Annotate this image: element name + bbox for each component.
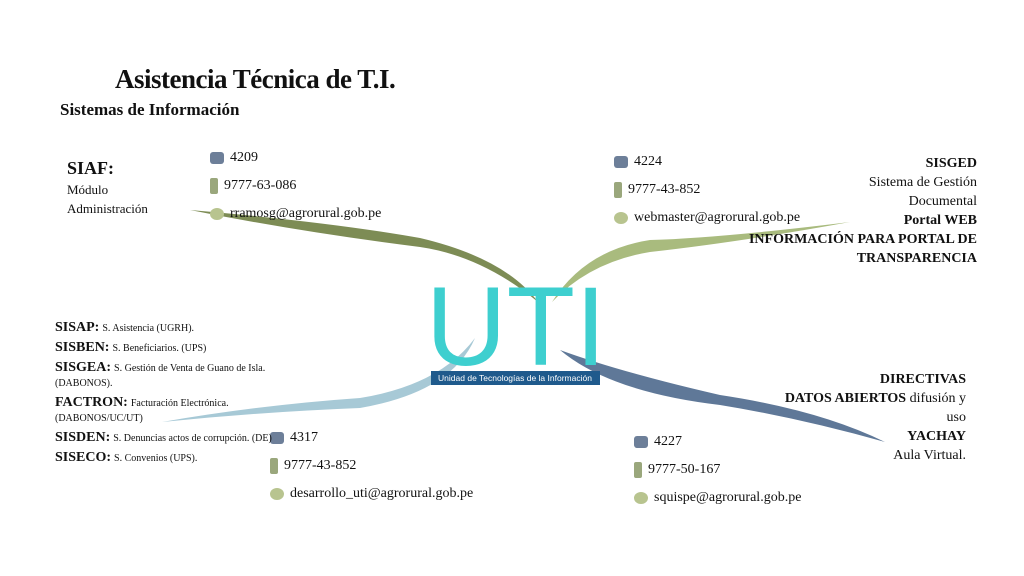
contact-mobile: 9777-63-086 bbox=[210, 172, 381, 200]
title: Asistencia Técnica de T.I. bbox=[115, 64, 396, 94]
contact-bottom-left: 4317 9777-43-852 desarrollo_uti@agrorural.… bbox=[270, 424, 473, 508]
icon-phone bbox=[614, 155, 628, 168]
branch-bottom-left bbox=[162, 338, 475, 422]
system: SISECO: S. Convenios (UPS). bbox=[55, 450, 275, 466]
line: Sistema de Gestión bbox=[868, 175, 977, 190]
bold-text: DATOS ABIERTOS bbox=[784, 391, 907, 406]
mobile: 9777-50-167 bbox=[648, 462, 721, 477]
mobile: 9777-43-852 bbox=[284, 458, 357, 473]
contact-mobile: 9777-43-852 bbox=[270, 452, 473, 480]
contact-email: webmaster@agrorural.gob.pe bbox=[614, 204, 800, 232]
system: SISDEN: S. Denuncias actos de corrupción.… bbox=[55, 430, 275, 446]
email: desarrollo_uti@agrorural.gob.pe bbox=[290, 486, 474, 501]
system-name: SISDEN: bbox=[55, 430, 111, 445]
line: INFORMACIÓN PARA PORTAL DE bbox=[748, 232, 977, 247]
system: SISGEA: S. Gestión de Venta de Guano de I… bbox=[55, 360, 275, 391]
email: squispe@agrorural.gob.pe bbox=[654, 490, 802, 505]
line: DATOS ABIERTOS difusión y uso bbox=[766, 389, 966, 427]
bold-text: DIRECTIVAS bbox=[879, 372, 966, 387]
logo: UTI bbox=[426, 264, 606, 389]
contact-mobile: 9777-43-852 bbox=[614, 176, 800, 204]
system-name: SISBEN: bbox=[55, 340, 110, 355]
icon-email bbox=[634, 491, 648, 504]
directivas-block: DIRECTIVAS DATOS ABIERTOS difusión y uso Y… bbox=[766, 370, 966, 465]
system-desc: S. Asistencia (UGRH). bbox=[102, 323, 195, 334]
system-desc: S. Beneficiarios. (UPS) bbox=[112, 343, 207, 354]
phone: 4224 bbox=[634, 154, 662, 169]
line: Módulo bbox=[67, 182, 109, 197]
icon-mobile bbox=[614, 181, 622, 198]
system-desc: S. Gestión de Venta de Guano de Isla. (D… bbox=[55, 363, 266, 389]
icon-phone bbox=[634, 435, 648, 448]
system-name: SISECO: bbox=[55, 450, 112, 465]
phone: 4317 bbox=[290, 430, 318, 445]
line: DIRECTIVAS bbox=[766, 370, 966, 389]
system: SISAP: S. Asistencia (UGRH). bbox=[55, 320, 275, 336]
systems-list: SISAP: S. Asistencia (UGRH). SISBEN: S. Ben… bbox=[55, 320, 275, 470]
system-desc: Facturación Electrónica. (DABONOS/UC/UT) bbox=[55, 398, 229, 424]
siaf-block: SIAF: Módulo Administración bbox=[67, 156, 148, 218]
system-name: SISAP: bbox=[55, 320, 100, 335]
bold-text: YACHAY bbox=[907, 429, 966, 444]
phone: 4209 bbox=[230, 150, 258, 165]
icon-email bbox=[614, 211, 628, 224]
phone: 4227 bbox=[654, 434, 682, 449]
line: TRANSPARENCIA bbox=[856, 251, 977, 266]
heading: SIAF: bbox=[67, 158, 115, 178]
system-desc: S. Denuncias actos de corrupción. (DE) bbox=[113, 433, 272, 444]
contact-email: desarrollo_uti@agrorural.gob.pe bbox=[270, 480, 473, 508]
line: SISGED bbox=[925, 156, 977, 171]
branch-top-right bbox=[552, 222, 850, 302]
system-desc: S. Convenios (UPS). bbox=[114, 453, 198, 464]
contact-phone: 4227 bbox=[634, 428, 801, 456]
branch-bottom-right bbox=[560, 350, 885, 442]
contact-mobile: 9777-50-167 bbox=[634, 456, 801, 484]
icon-mobile bbox=[210, 177, 218, 194]
contact-email: squispe@agrorural.gob.pe bbox=[634, 484, 801, 512]
line: Documental bbox=[908, 194, 977, 209]
caption-bar bbox=[431, 371, 600, 385]
system-name: FACTRON: bbox=[55, 395, 128, 410]
contact-phone: 4209 bbox=[210, 144, 381, 172]
contact-email: rramosg@agrorural.gob.pe bbox=[210, 200, 381, 228]
subtitle: Sistemas de Información bbox=[60, 100, 240, 119]
mobile: 9777-63-086 bbox=[224, 178, 297, 193]
line: Administración bbox=[67, 201, 148, 216]
text: Aula Virtual. bbox=[893, 448, 966, 463]
email: rramosg@agrorural.gob.pe bbox=[230, 206, 382, 221]
icon-mobile bbox=[270, 457, 278, 474]
system: SISBEN: S. Beneficiarios. (UPS) bbox=[55, 340, 275, 356]
system-name: SISGEA: bbox=[55, 360, 112, 375]
contact-bottom-right: 4227 9777-50-167 squispe@agrorural.gob.pe bbox=[634, 428, 801, 512]
contact-phone: 4224 bbox=[614, 148, 800, 176]
line: Aula Virtual. bbox=[766, 446, 966, 465]
sisged-block: SISGED Sistema de Gestión Documental Portal… bbox=[749, 154, 977, 268]
mobile: 9777-43-852 bbox=[628, 182, 701, 197]
icon-email bbox=[210, 207, 224, 220]
icon-phone bbox=[210, 151, 224, 164]
line: Portal WEB bbox=[903, 213, 977, 228]
icon-phone bbox=[270, 431, 284, 444]
email: webmaster@agrorural.gob.pe bbox=[634, 210, 801, 225]
branch-top-left bbox=[190, 210, 538, 302]
contact-top-right: 4224 9777-43-852 webmaster@agrorural.gob.p… bbox=[614, 148, 800, 232]
system: FACTRON: Facturación Electrónica. (DABONO… bbox=[55, 395, 275, 426]
icon-mobile bbox=[634, 461, 642, 478]
logo-caption: Unidad de Tecnologías de la Información bbox=[438, 373, 592, 383]
contact-phone: 4317 bbox=[270, 424, 473, 452]
text: difusión y uso bbox=[909, 391, 966, 425]
icon-email bbox=[270, 487, 284, 500]
contact-top-left: 4209 9777-63-086 rramosg@agrorural.gob.pe bbox=[210, 144, 381, 228]
line: YACHAY bbox=[766, 427, 966, 446]
